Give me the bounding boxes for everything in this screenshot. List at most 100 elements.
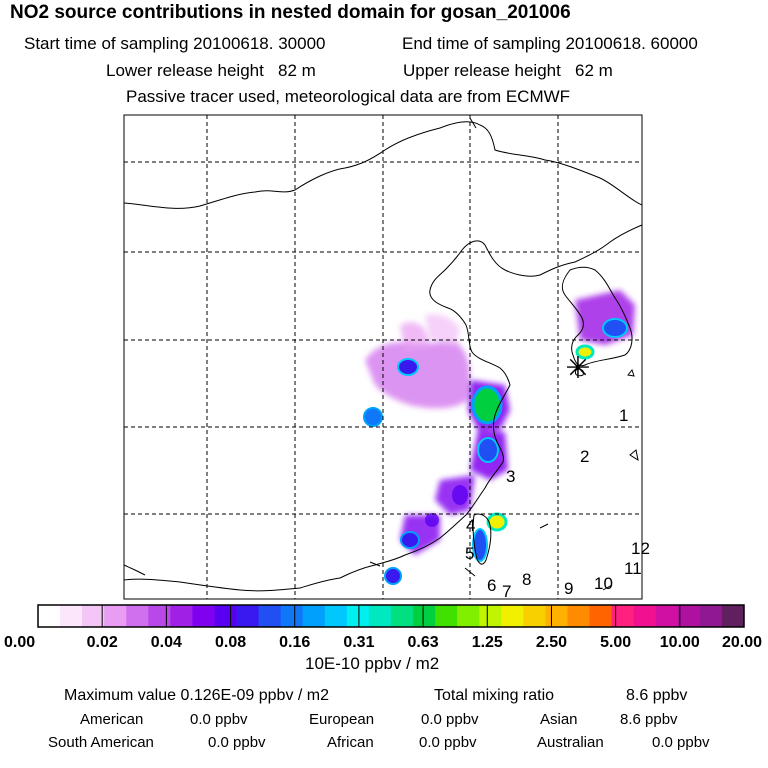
- colorbar-tick-label: 0.63: [408, 634, 439, 651]
- stat-value: 0.0 ppbv: [419, 734, 477, 751]
- region-label: 12: [631, 539, 650, 558]
- hotspot-2: [363, 407, 383, 427]
- end-time-label: End time of sampling 20100618. 60000: [402, 34, 698, 53]
- hotspot-8: [384, 567, 402, 585]
- colorbar-cell: [435, 605, 458, 627]
- tracer-label: Passive tracer used, meteorological data…: [126, 87, 571, 106]
- colorbar-tick-labels: 0.00 0.02 0.04 0.08 0.16 0.31 0.63 1.25 2.50 5.00…: [4, 634, 762, 651]
- colorbar-cell: [655, 605, 679, 627]
- colorbar-cell: [633, 605, 657, 627]
- colorbar-tick-label: 10.00: [660, 634, 700, 651]
- colorbar-cell: [501, 605, 524, 627]
- colorbar-cell: [545, 605, 568, 627]
- stat-value: 0.0 ppbv: [208, 734, 266, 751]
- stat-name: Australian: [537, 734, 604, 751]
- stat-value: 0.0 ppbv: [421, 711, 479, 728]
- lower-height-label: Lower release height 82 m: [106, 61, 316, 80]
- plume-yellow-sea: [365, 340, 470, 409]
- stat-name: European: [309, 711, 375, 728]
- colorbar-cell: [721, 605, 745, 627]
- hotspot-7: [400, 531, 420, 549]
- hotspot-1: [397, 358, 419, 376]
- region-label: 1: [619, 406, 628, 425]
- colorbar-cell: [457, 605, 480, 627]
- hotspot-11: [452, 485, 468, 505]
- colorbar-tick-label: 0.00: [4, 634, 35, 651]
- hotspot-6: [472, 528, 488, 562]
- colorbar-cell: [699, 605, 723, 627]
- region-label: 7: [502, 582, 511, 601]
- colorbar-tick-label: 0.31: [343, 634, 374, 651]
- stat-value: 0.0 ppbv: [652, 734, 710, 751]
- colorbar-cell: [60, 605, 83, 627]
- max-value-label: Maximum value 0.126E-09 ppbv / m2: [64, 687, 330, 704]
- colorbar-cell: [567, 605, 591, 627]
- colorbar-cell: [148, 605, 171, 627]
- colorbar-tick-label: 20.00: [722, 634, 762, 651]
- colorbar-tick-label: 0.04: [151, 634, 182, 651]
- stat-name: South American: [48, 734, 154, 751]
- colorbar-cell: [611, 605, 635, 627]
- colorbar-tick-label: 0.02: [87, 634, 118, 651]
- stat-name: Asian: [540, 711, 578, 728]
- border-line: [123, 121, 643, 209]
- colorbar-cell: [413, 605, 436, 627]
- colorbar-cell: [677, 605, 701, 627]
- colorbar-cell: [391, 605, 414, 627]
- colorbar-cell: [104, 605, 127, 627]
- colorbar-cell: [82, 605, 105, 627]
- hotspot-12: [425, 513, 439, 527]
- chart-title: NO2 source contributions in nested domai…: [10, 2, 571, 23]
- colorbar-cell: [214, 605, 238, 627]
- plume-bohai: [425, 314, 460, 345]
- colorbar-cell: [346, 605, 370, 627]
- colorbar-cell: [368, 605, 392, 627]
- colorbar-tick-label: 5.00: [600, 634, 631, 651]
- colorbar-tick-label: 0.16: [279, 634, 310, 651]
- colorbar-frame: [37, 604, 745, 628]
- colorbar-cell: [479, 605, 502, 627]
- region-label: 4: [466, 516, 475, 535]
- region-label: 6: [487, 576, 496, 595]
- hotspot-10: [575, 344, 595, 360]
- plume-north: [400, 322, 430, 350]
- colorbar-tick-label: 0.08: [215, 634, 246, 651]
- colorbar: [37, 604, 745, 628]
- colorbar-cell: [324, 605, 348, 627]
- hotspot-9: [602, 318, 628, 338]
- colorbar-cell: [258, 605, 282, 627]
- region-label: 2: [580, 447, 589, 466]
- hotspot-4: [477, 437, 499, 463]
- concentration-field: [363, 290, 635, 585]
- colorbar-cell: [589, 605, 613, 627]
- region-label: 3: [506, 467, 515, 486]
- region-label: 11: [624, 559, 642, 578]
- stat-name: American: [80, 711, 144, 728]
- total-mixing-label: Total mixing ratio: [434, 687, 555, 704]
- stat-name: African: [327, 734, 374, 751]
- colorbar-tick-label: 1.25: [472, 634, 503, 651]
- region-label: 10: [594, 574, 613, 593]
- colorbar-cell: [280, 605, 304, 627]
- colorbar-cell: [236, 605, 260, 627]
- start-time-label: Start time of sampling 20100618. 30000: [24, 34, 326, 53]
- colorbar-tick-label: 2.50: [536, 634, 567, 651]
- colorbar-cell: [170, 605, 193, 627]
- region-label: 9: [564, 579, 573, 598]
- colorbar-cell: [126, 605, 149, 627]
- coastlines: [123, 117, 643, 592]
- gridlines: [124, 115, 642, 599]
- colorbar-cell: [38, 605, 61, 627]
- total-mixing-value: 8.6 ppbv: [626, 687, 688, 704]
- region-label: 5: [465, 544, 474, 563]
- region-label: 8: [522, 570, 531, 589]
- colorbar-cell: [523, 605, 546, 627]
- stat-value: 0.0 ppbv: [190, 711, 248, 728]
- receptor-marker: ✳: [565, 352, 590, 385]
- colorbar-cell: [192, 605, 215, 627]
- upper-height-label: Upper release height 62 m: [403, 61, 613, 80]
- colorbar-cell: [302, 605, 326, 627]
